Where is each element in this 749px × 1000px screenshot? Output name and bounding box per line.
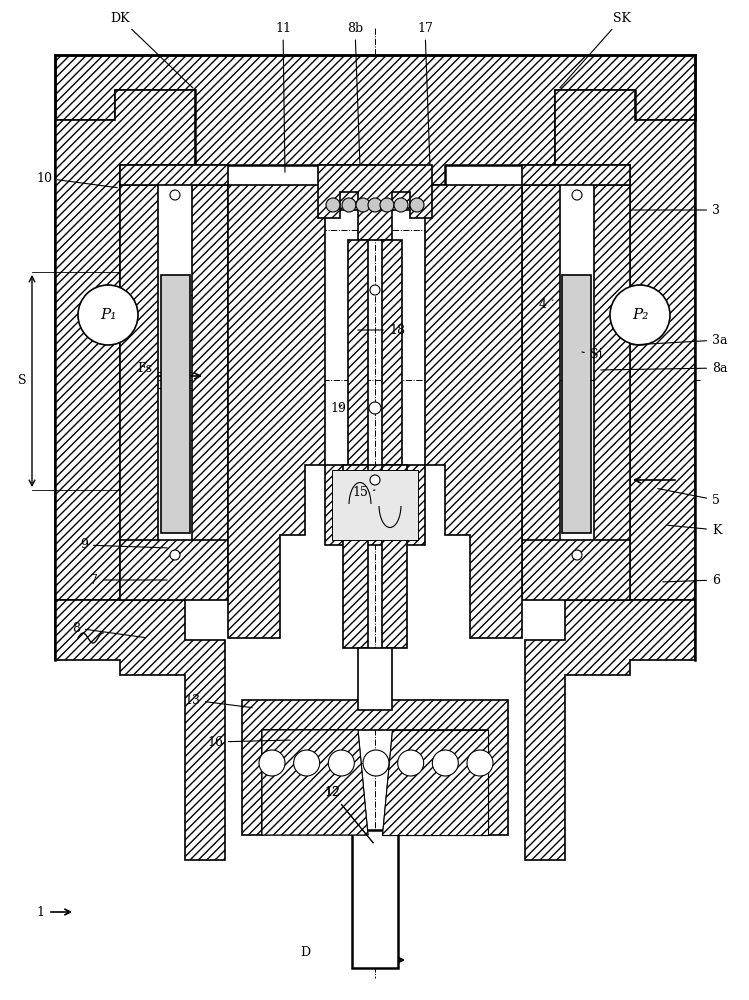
Circle shape bbox=[170, 190, 180, 200]
Circle shape bbox=[328, 750, 354, 776]
Text: 17: 17 bbox=[417, 21, 433, 164]
Polygon shape bbox=[382, 730, 488, 835]
Text: P₂: P₂ bbox=[632, 308, 648, 322]
Text: 19: 19 bbox=[330, 401, 346, 414]
Polygon shape bbox=[522, 540, 630, 600]
Polygon shape bbox=[525, 600, 695, 860]
Circle shape bbox=[572, 550, 582, 560]
Text: 8: 8 bbox=[72, 621, 145, 638]
Polygon shape bbox=[262, 730, 368, 835]
Circle shape bbox=[380, 198, 394, 212]
Text: 12: 12 bbox=[324, 786, 373, 843]
Polygon shape bbox=[382, 465, 407, 648]
Text: P₁: P₁ bbox=[100, 308, 116, 322]
Circle shape bbox=[78, 285, 138, 345]
Circle shape bbox=[410, 198, 424, 212]
Polygon shape bbox=[522, 165, 630, 185]
Circle shape bbox=[294, 750, 320, 776]
Text: Fs: Fs bbox=[138, 361, 153, 374]
Text: 12: 12 bbox=[324, 786, 373, 843]
Text: 4: 4 bbox=[539, 298, 553, 312]
Text: Si: Si bbox=[582, 349, 602, 361]
Text: 16: 16 bbox=[207, 736, 290, 748]
Text: 6: 6 bbox=[663, 574, 720, 586]
Circle shape bbox=[370, 285, 380, 295]
Polygon shape bbox=[120, 165, 228, 185]
Text: 11: 11 bbox=[275, 21, 291, 172]
Circle shape bbox=[467, 750, 493, 776]
Text: 8a: 8a bbox=[601, 361, 727, 374]
Polygon shape bbox=[522, 185, 560, 555]
Polygon shape bbox=[332, 470, 418, 540]
Circle shape bbox=[342, 198, 356, 212]
Text: S: S bbox=[18, 374, 26, 387]
Polygon shape bbox=[555, 90, 695, 600]
Text: 3a: 3a bbox=[633, 334, 727, 347]
Circle shape bbox=[572, 190, 582, 200]
Text: 15: 15 bbox=[352, 486, 375, 498]
Polygon shape bbox=[343, 465, 368, 648]
Text: 18: 18 bbox=[358, 324, 405, 336]
Circle shape bbox=[610, 285, 670, 345]
Text: D: D bbox=[300, 946, 310, 958]
Polygon shape bbox=[352, 830, 398, 968]
Circle shape bbox=[356, 198, 370, 212]
Text: 9: 9 bbox=[80, 538, 167, 552]
Polygon shape bbox=[390, 185, 522, 638]
Text: 10: 10 bbox=[36, 172, 118, 188]
Polygon shape bbox=[55, 600, 225, 860]
Circle shape bbox=[363, 750, 389, 776]
Polygon shape bbox=[192, 185, 228, 555]
Circle shape bbox=[398, 750, 424, 776]
Text: 8b: 8b bbox=[347, 21, 363, 164]
Polygon shape bbox=[55, 55, 695, 185]
Polygon shape bbox=[55, 90, 195, 600]
Text: 3: 3 bbox=[633, 204, 720, 217]
Circle shape bbox=[394, 198, 408, 212]
Circle shape bbox=[432, 750, 458, 776]
Circle shape bbox=[369, 402, 381, 414]
Text: K: K bbox=[668, 524, 721, 536]
Polygon shape bbox=[594, 185, 630, 555]
Polygon shape bbox=[120, 540, 228, 600]
Polygon shape bbox=[120, 185, 158, 555]
Text: 13: 13 bbox=[184, 694, 252, 708]
Text: DK: DK bbox=[110, 11, 193, 88]
Polygon shape bbox=[161, 275, 190, 533]
Text: 7: 7 bbox=[90, 574, 167, 586]
Circle shape bbox=[259, 750, 285, 776]
Text: 1: 1 bbox=[36, 906, 44, 918]
Polygon shape bbox=[242, 700, 508, 835]
Polygon shape bbox=[562, 275, 591, 533]
Polygon shape bbox=[325, 465, 425, 545]
Text: SK: SK bbox=[560, 11, 631, 88]
Circle shape bbox=[326, 198, 340, 212]
Polygon shape bbox=[262, 730, 368, 835]
Polygon shape bbox=[382, 730, 488, 835]
Circle shape bbox=[170, 550, 180, 560]
Circle shape bbox=[368, 198, 382, 212]
Polygon shape bbox=[348, 240, 368, 465]
Polygon shape bbox=[318, 165, 432, 240]
Circle shape bbox=[370, 475, 380, 485]
Polygon shape bbox=[382, 240, 402, 465]
Polygon shape bbox=[228, 185, 360, 638]
Polygon shape bbox=[358, 648, 392, 710]
Text: 5: 5 bbox=[658, 489, 720, 506]
